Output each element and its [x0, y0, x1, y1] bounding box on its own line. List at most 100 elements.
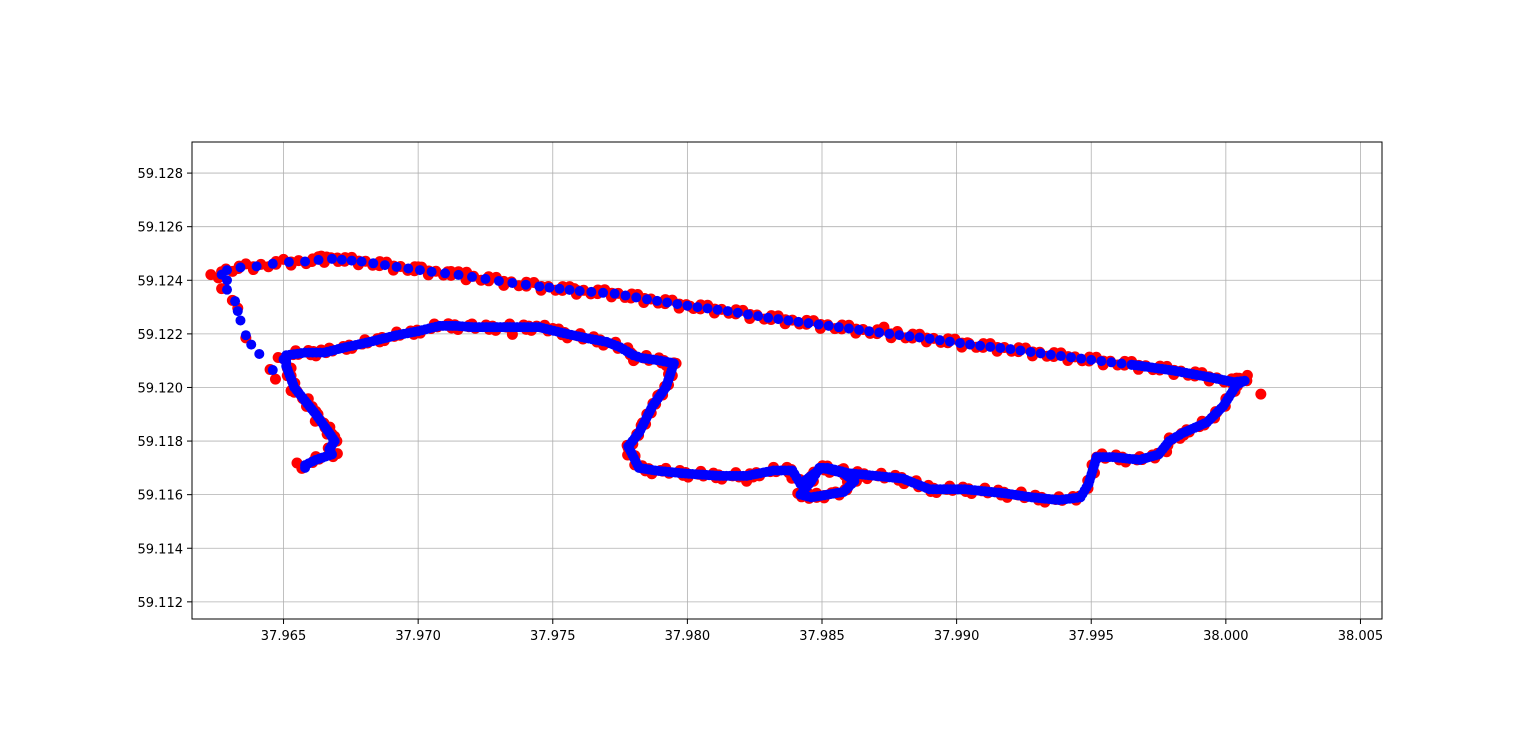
red-point [205, 269, 217, 281]
blue-point [336, 254, 347, 265]
blue-point [854, 324, 865, 335]
blue-point [975, 340, 986, 351]
blue-point [493, 275, 504, 286]
blue-point [712, 304, 723, 315]
blue-point [944, 336, 955, 347]
y-tick-label: 59.118 [138, 435, 184, 450]
blue-point [232, 306, 243, 317]
blue-point [368, 258, 379, 269]
blue-point [702, 303, 713, 314]
plot-area-frame [191, 141, 1383, 620]
blue-point [520, 279, 531, 290]
blue-point [884, 328, 895, 339]
blue-point [662, 297, 673, 308]
blue-point [1055, 351, 1066, 362]
blue-point [426, 266, 437, 277]
blue-point [1066, 352, 1077, 363]
blue-point [267, 365, 278, 376]
y-tick-label: 59.122 [138, 328, 184, 343]
blue-point [672, 299, 683, 310]
blue-point [346, 255, 357, 266]
blue-point [235, 262, 246, 273]
blue-point [1045, 349, 1056, 360]
blue-point [356, 256, 367, 267]
blue-point [267, 258, 278, 269]
blue-point [985, 341, 996, 352]
blue-point [480, 273, 491, 284]
y-tick-label: 59.114 [138, 542, 184, 557]
blue-point [246, 339, 257, 350]
blue-point [1015, 345, 1026, 356]
x-tick-label: 37.995 [1068, 629, 1114, 644]
blue-point [1116, 358, 1127, 369]
blue-point [222, 265, 232, 276]
blue-point [783, 315, 794, 326]
blue-point [813, 319, 824, 330]
blue-point [954, 338, 965, 349]
x-tick-label: 37.975 [530, 629, 576, 644]
y-tick-label: 59.120 [138, 381, 184, 396]
blue-point [1086, 354, 1097, 365]
blue-point [230, 296, 241, 307]
red-point [1255, 388, 1267, 400]
blue-point [440, 268, 451, 279]
blue-point [914, 332, 925, 343]
blue-point [467, 271, 477, 282]
x-tick-label: 37.980 [665, 629, 711, 644]
blue-point [222, 275, 232, 286]
blue-point [609, 288, 620, 299]
y-tick-label: 59.128 [138, 167, 184, 182]
blue-point [391, 261, 402, 272]
blue-point [222, 284, 232, 295]
blue-point [403, 263, 414, 274]
blue-point [1076, 353, 1087, 364]
blue-point [240, 330, 251, 341]
x-tick-label: 38.005 [1338, 629, 1384, 644]
x-tick-label: 37.965 [261, 629, 307, 644]
blue-point [732, 307, 743, 318]
blue-point [965, 339, 976, 350]
blue-point [722, 306, 733, 317]
series-blue [216, 253, 1250, 506]
blue-point [300, 462, 311, 473]
blue-point [763, 312, 774, 323]
blue-point [300, 256, 311, 267]
blue-point [1025, 346, 1036, 357]
blue-point [843, 323, 854, 334]
blue-point [254, 348, 265, 359]
x-tick-label: 38.000 [1203, 629, 1249, 644]
blue-point [652, 295, 663, 306]
blue-point [995, 343, 1006, 354]
blue-point [934, 335, 945, 346]
blue-point [894, 330, 905, 341]
blue-point [414, 265, 425, 276]
blue-point [235, 315, 246, 326]
blue-point [251, 261, 262, 272]
axis-ticks: 37.965 37.970 37.975 37.980 37.985 37.990 37.9… [138, 167, 1384, 644]
x-tick-label: 37.990 [934, 629, 980, 644]
blue-point [803, 318, 814, 329]
blue-point [554, 283, 565, 294]
red-point [269, 373, 281, 385]
y-tick-label: 59.116 [138, 489, 184, 504]
blue-point [874, 327, 885, 338]
blue-point [924, 333, 935, 344]
blue-point [1035, 348, 1046, 359]
y-tick-label: 59.126 [138, 221, 184, 236]
blue-point [574, 285, 585, 296]
y-tick-label: 59.124 [138, 274, 184, 289]
blue-point [507, 277, 518, 288]
y-tick-label: 59.112 [138, 596, 184, 611]
blue-point [631, 292, 642, 303]
blue-point [283, 257, 294, 268]
blue-point [823, 320, 834, 331]
blue-point [904, 331, 915, 342]
blue-point [642, 294, 652, 305]
blue-point [864, 326, 875, 337]
x-tick-label: 37.985 [799, 629, 845, 644]
blue-point [379, 260, 390, 271]
data-points [205, 250, 1267, 508]
blue-point [773, 314, 784, 325]
blue-point [1096, 356, 1107, 367]
